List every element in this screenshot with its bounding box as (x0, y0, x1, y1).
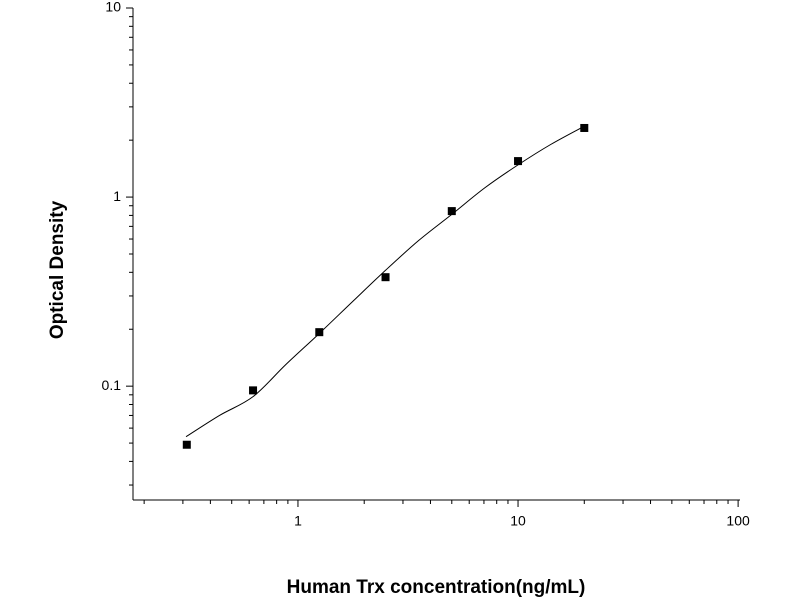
x-tick-label: 10 (510, 513, 526, 529)
x-axis-title: Human Trx concentration(ng/mL) (287, 577, 586, 598)
y-axis-title: Optical Density (47, 200, 68, 339)
point (514, 157, 523, 166)
point (447, 207, 456, 216)
x-tick-label: 1 (294, 513, 302, 529)
point (381, 273, 390, 282)
point (182, 440, 191, 449)
fit-curve (185, 125, 585, 438)
point (249, 386, 258, 395)
y-tick-label: 1 (113, 188, 121, 204)
y-tick-label: 10 (105, 0, 121, 15)
point (580, 123, 589, 132)
y-tick-label: 0.1 (102, 377, 122, 393)
point (315, 328, 324, 337)
x-tick-label: 100 (726, 513, 750, 529)
